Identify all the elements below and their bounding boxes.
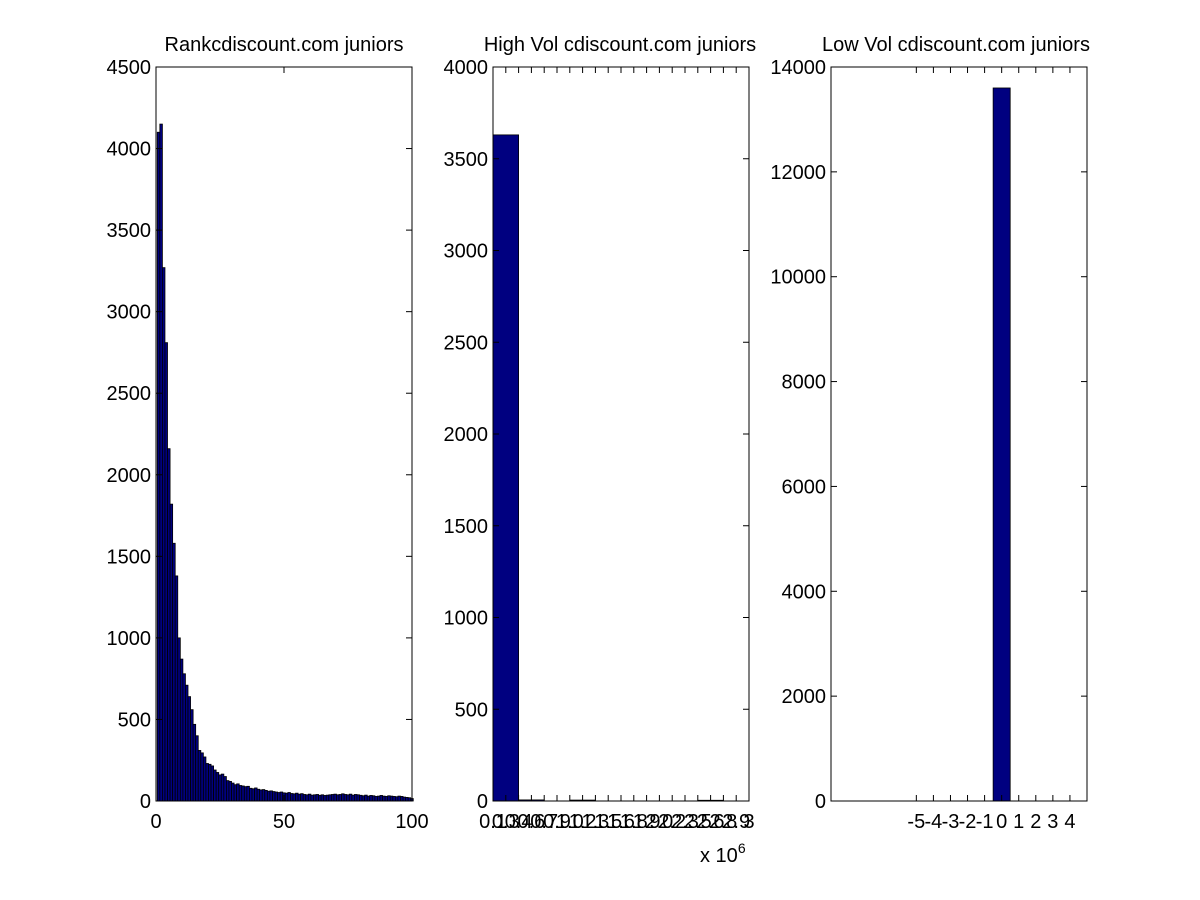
high-vol-x-multiplier-exponent: 6: [738, 840, 746, 856]
high-vol-x-tick-label: 0.3: [492, 811, 520, 833]
high-vol-y-tick-label: 4000: [444, 57, 489, 79]
low-vol-y-tick-label: 4000: [782, 581, 827, 603]
high-vol-ticks: 050010001500200025003000350040000.10.30.…: [444, 57, 755, 833]
high-vol-x-multiplier-base: x 10: [700, 845, 738, 867]
high-vol-x-tick-label: 0.1: [479, 811, 507, 833]
histogram-high-vol: 050010001500200025003000350040000.10.30.…: [444, 34, 757, 867]
low-vol-y-tick-label: 8000: [782, 372, 827, 394]
high-vol-x-tick-label: 1.8: [620, 811, 648, 833]
rank-y-tick-label: 2500: [107, 383, 152, 405]
high-vol-x-tick-label: 3: [743, 811, 754, 833]
high-vol-x-tick-label: 2.2: [658, 811, 686, 833]
low-vol-x-tick-label: -5: [907, 811, 925, 833]
rank-x-tick-label: 50: [273, 811, 295, 833]
high-vol-x-tick-label: 2.8: [709, 811, 737, 833]
high-vol-bars: [492, 134, 724, 802]
rank-y-tick-label: 4500: [107, 57, 152, 79]
high-vol-x-tick-label: 1.2: [569, 811, 597, 833]
high-vol-x-tick-label: 0.6: [517, 811, 545, 833]
low-vol-x-tick-label: -2: [959, 811, 977, 833]
high-vol-x-tick-label: 1.0: [556, 811, 584, 833]
low-vol-y-tick-label: 12000: [770, 162, 826, 184]
rank-y-tick-label: 4000: [107, 139, 152, 161]
low-vol-y-tick-label: 14000: [770, 57, 826, 79]
high-vol-x-tick-label: 0.9: [543, 811, 571, 833]
high-vol-x-tick-label: 1.3: [581, 811, 609, 833]
high-vol-y-tick-label: 1000: [444, 608, 489, 630]
rank-y-tick-label: 3500: [107, 220, 152, 242]
high-vol-x-tick-label: 1.9: [633, 811, 661, 833]
high-vol-y-tick-label: 0: [477, 791, 488, 813]
high-vol-y-tick-label: 2500: [444, 332, 489, 354]
low-vol-axes-box: [830, 66, 1088, 802]
low-vol-x-tick-label: -4: [925, 811, 943, 833]
low-vol-y-tick-label: 10000: [770, 267, 826, 289]
low-vol-x-tick-label: -1: [976, 811, 994, 833]
high-vol-y-tick-label: 3500: [444, 149, 489, 171]
rank-y-tick-label: 1000: [107, 628, 152, 650]
high-vol-x-tick-label: 2.6: [697, 811, 725, 833]
high-vol-y-tick-label: 2000: [444, 424, 489, 446]
rank-title: Rankcdiscount.com juniors: [165, 34, 404, 56]
low-vol-y-tick-label: 0: [815, 791, 826, 813]
histogram-low-vol: 0 2000 4000 6000 8000 10000 12000 14000 -5 -4 -3 -2…: [770, 34, 1090, 833]
low-vol-x-tick-label: 3: [1047, 811, 1058, 833]
rank-y-tick-label: 2000: [107, 465, 152, 487]
low-vol-ticks: 0 2000 4000 6000 8000 10000 12000 14000 -5 -4 -3 -2…: [770, 57, 1087, 833]
low-vol-x-tick-label: -3: [942, 811, 960, 833]
rank-y-tick-label: 1500: [107, 546, 152, 568]
rank-y-tick-label: 3000: [107, 302, 152, 324]
low-vol-x-tick-label: 1: [1013, 811, 1024, 833]
rank-ticks: 0 500 1000 1500 2000 2500 3000 3500 4000 4500 0 50 1…: [107, 57, 429, 833]
high-vol-x-tick-label: 0.7: [530, 811, 558, 833]
high-vol-bar: [492, 134, 520, 802]
high-vol-x-tick-label: 2.5: [684, 811, 712, 833]
low-vol-x-tick-label: 0: [996, 811, 1007, 833]
low-vol-title: Low Vol cdiscount.com juniors: [822, 34, 1090, 56]
high-vol-title: High Vol cdiscount.com juniors: [484, 34, 756, 56]
low-vol-y-tick-label: 6000: [782, 476, 827, 498]
high-vol-x-tick-label: 2.0: [645, 811, 673, 833]
rank-y-tick-label: 500: [118, 709, 151, 731]
low-vol-bars: [992, 87, 1011, 802]
high-vol-x-tick-label: 1.6: [607, 811, 635, 833]
rank-x-tick-label: 100: [395, 811, 428, 833]
high-vol-x-tick-label: 1.5: [594, 811, 622, 833]
low-vol-bar: [992, 87, 1011, 802]
high-vol-x-tick-label: 2.3: [671, 811, 699, 833]
rank-y-tick-label: 0: [140, 791, 151, 813]
low-vol-x-tick-label: 4: [1064, 811, 1075, 833]
high-vol-y-tick-label: 3000: [444, 241, 489, 263]
high-vol-x-multiplier: x 106: [700, 840, 746, 867]
high-vol-x-tick-label: 0.4: [505, 811, 533, 833]
high-vol-y-tick-label: 1500: [444, 516, 489, 538]
histogram-rank: 0 500 1000 1500 2000 2500 3000 3500 4000 4500 0 50 1…: [107, 34, 429, 833]
low-vol-x-tick-label: 2: [1030, 811, 1041, 833]
high-vol-x-tick-label: 2.9: [722, 811, 750, 833]
low-vol-y-tick-label: 2000: [782, 686, 827, 708]
high-vol-y-tick-label: 500: [455, 699, 488, 721]
rank-x-tick-label: 0: [150, 811, 161, 833]
